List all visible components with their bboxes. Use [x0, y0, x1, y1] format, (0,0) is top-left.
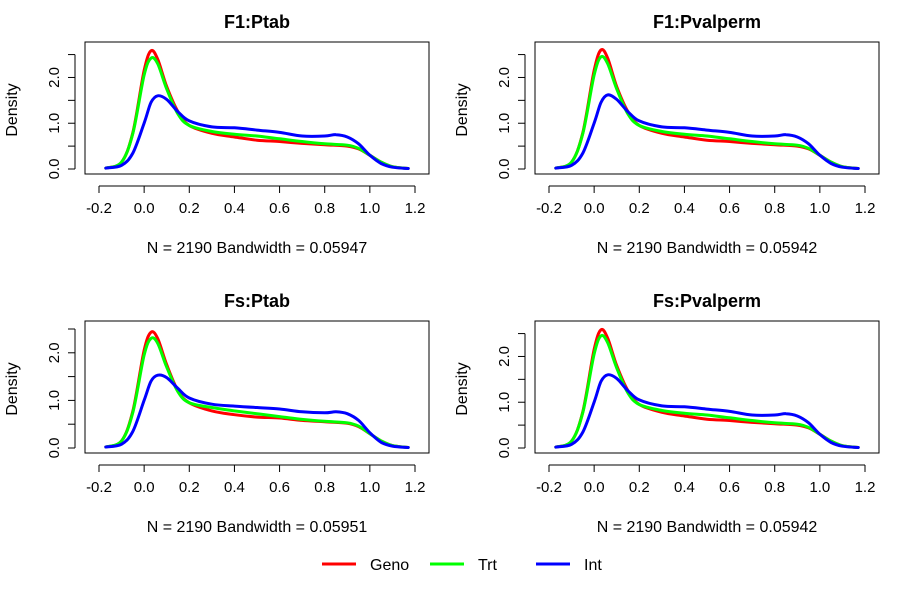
- y-tick-label: 0.0: [496, 438, 513, 459]
- x-tick-label: 1.0: [809, 200, 830, 217]
- x-tick-label: 0.4: [224, 479, 245, 496]
- x-tick-label: 1.0: [359, 479, 380, 496]
- y-axis-label: Density: [454, 362, 471, 415]
- x-axis-label: N = 2190 Bandwidth = 0.05947: [147, 240, 368, 257]
- y-tick-label: 1.0: [496, 113, 513, 134]
- x-tick-label: 1.0: [359, 200, 380, 217]
- y-axis-label: Density: [4, 362, 21, 415]
- y-tick-label: 2.0: [46, 342, 63, 363]
- x-tick-label: -0.2: [86, 200, 112, 217]
- x-tick-label: -0.2: [536, 200, 562, 217]
- panel-title: Fs:Ptab: [224, 291, 290, 311]
- x-tick-label: 1.2: [855, 479, 876, 496]
- x-tick-label: 1.2: [855, 200, 876, 217]
- density-panel-1: F1:Ptab -0.2 0.0 0.2 0.4 0.6 0.8 1.0 1.2 N = 2190…: [4, 12, 430, 257]
- x-tick-label: 0.4: [674, 200, 695, 217]
- y-tick-label: 2.0: [496, 346, 513, 367]
- series-line-int: [104, 373, 410, 449]
- x-tick-label: 1.0: [809, 479, 830, 496]
- series-line-int: [554, 373, 860, 449]
- series-line-trt: [554, 54, 860, 170]
- y-tick-label: 1.0: [46, 113, 63, 134]
- series-line-int: [554, 93, 860, 170]
- x-tick-label: 0.0: [584, 200, 605, 217]
- x-tick-label: 0.8: [764, 200, 785, 217]
- legend-label-int: Int: [584, 557, 602, 574]
- x-tick-label: 0.4: [674, 479, 695, 496]
- panel-title: F1:Pvalperm: [653, 12, 761, 32]
- x-tick-label: 0.6: [269, 200, 290, 217]
- y-tick-label: 0.0: [46, 438, 63, 459]
- x-tick-label: 0.2: [629, 200, 650, 217]
- x-tick-label: 0.0: [584, 479, 605, 496]
- series-line-int: [104, 94, 410, 170]
- x-axis-label: N = 2190 Bandwidth = 0.05942: [597, 240, 818, 257]
- x-tick-label: 0.8: [314, 479, 335, 496]
- y-axis-label: Density: [454, 83, 471, 136]
- x-tick-label: 0.6: [719, 479, 740, 496]
- x-tick-label: 0.8: [764, 479, 785, 496]
- y-tick-label: 2.0: [46, 67, 63, 88]
- x-tick-label: -0.2: [536, 479, 562, 496]
- x-tick-label: 0.6: [269, 479, 290, 496]
- y-axis-label: Density: [4, 83, 21, 136]
- x-tick-label: 1.2: [405, 200, 426, 217]
- x-tick-label: 0.2: [179, 200, 200, 217]
- x-tick-label: 0.6: [719, 200, 740, 217]
- series-line-trt: [554, 333, 860, 449]
- legend-label-trt: Trt: [478, 557, 498, 574]
- y-tick-label: 1.0: [496, 392, 513, 413]
- x-tick-label: 1.2: [405, 479, 426, 496]
- density-panel-2: F1:Pvalperm -0.2 0.0 0.2 0.4 0.6 0.8 1.0 1.2 N = …: [454, 12, 880, 257]
- y-tick-label: 2.0: [496, 67, 513, 88]
- density-panel-4: Fs:Pvalperm -0.2 0.0 0.2 0.4 0.6 0.8 1.0 1.2 N = …: [454, 291, 880, 536]
- series-line-trt: [104, 56, 410, 170]
- y-tick-label: 0.0: [496, 159, 513, 180]
- panel-title: Fs:Pvalperm: [653, 291, 761, 311]
- plot-frame: [84, 41, 430, 175]
- x-tick-label: 0.0: [134, 479, 155, 496]
- plot-frame: [84, 320, 430, 454]
- x-axis-label: N = 2190 Bandwidth = 0.05942: [597, 519, 818, 536]
- y-tick-label: 1.0: [46, 390, 63, 411]
- x-tick-label: -0.2: [86, 479, 112, 496]
- x-tick-label: 0.0: [134, 200, 155, 217]
- x-tick-label: 0.2: [629, 479, 650, 496]
- legend-label-geno: Geno: [370, 557, 409, 574]
- legend: Geno Trt Int: [322, 557, 602, 574]
- plot-frame: [534, 41, 880, 175]
- density-panel-3: Fs:Ptab -0.2 0.0 0.2 0.4 0.6 0.8 1.0 1.2 N = 2190…: [4, 291, 430, 536]
- panel-title: F1:Ptab: [224, 12, 290, 32]
- x-tick-label: 0.2: [179, 479, 200, 496]
- y-tick-label: 0.0: [46, 159, 63, 180]
- x-axis-label: N = 2190 Bandwidth = 0.05951: [147, 519, 368, 536]
- series-line-trt: [104, 336, 410, 449]
- plot-frame: [534, 320, 880, 454]
- x-tick-label: 0.8: [314, 200, 335, 217]
- x-tick-label: 0.4: [224, 200, 245, 217]
